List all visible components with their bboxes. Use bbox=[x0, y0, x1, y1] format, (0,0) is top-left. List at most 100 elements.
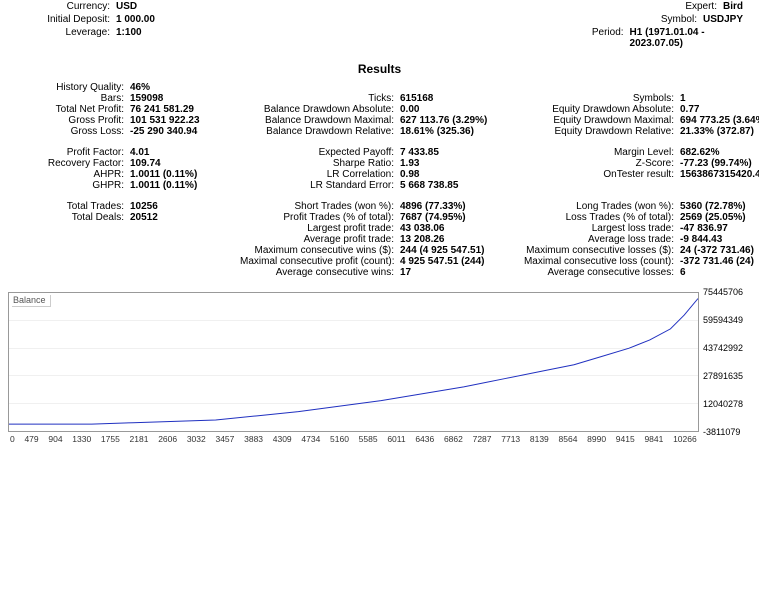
stat-label: Recovery Factor: bbox=[10, 158, 130, 169]
stat-label: Average consecutive wins: bbox=[240, 267, 400, 278]
x-tick: 9415 bbox=[616, 434, 635, 444]
results-title: Results bbox=[0, 62, 759, 76]
x-tick: 904 bbox=[48, 434, 62, 444]
stat-value: 7687 (74.95%) bbox=[400, 212, 520, 223]
x-tick: 4309 bbox=[273, 434, 292, 444]
x-tick: 5160 bbox=[330, 434, 349, 444]
currency-value: USD bbox=[116, 1, 137, 12]
stat-value: 10256 bbox=[130, 201, 240, 212]
stat-label: OnTester result: bbox=[520, 169, 680, 180]
stat-label: Largest profit trade: bbox=[240, 223, 400, 234]
stat-label: Short Trades (won %): bbox=[240, 201, 400, 212]
stat-label: Sharpe Ratio: bbox=[240, 158, 400, 169]
x-tick: 1755 bbox=[101, 434, 120, 444]
stat-value bbox=[130, 234, 240, 245]
stat-value: -47 836.97 bbox=[680, 223, 759, 234]
stat-value: 2569 (25.05%) bbox=[680, 212, 759, 223]
stat-value: 244 (4 925 547.51) bbox=[400, 245, 520, 256]
stat-label: Ticks: bbox=[240, 93, 400, 104]
x-tick: 3457 bbox=[215, 434, 234, 444]
stat-value: 1563867315420.477 bbox=[680, 169, 759, 180]
expert-value: Bird bbox=[723, 1, 743, 12]
balance-chart: Balance 75445706595943494374299227891635… bbox=[8, 292, 751, 444]
symbol-value: USDJPY bbox=[703, 14, 743, 25]
y-tick: 27891635 bbox=[703, 371, 743, 381]
stat-label: Average consecutive losses: bbox=[520, 267, 680, 278]
stat-label bbox=[240, 82, 400, 93]
x-tick: 6862 bbox=[444, 434, 463, 444]
balance-curve bbox=[9, 293, 698, 431]
x-tick: 6011 bbox=[387, 434, 405, 444]
stat-label: Gross Profit: bbox=[10, 115, 130, 126]
stat-value: 5 668 738.85 bbox=[400, 180, 520, 191]
period-label: Period: bbox=[240, 27, 630, 49]
y-tick: -3811079 bbox=[703, 427, 740, 437]
x-tick: 1330 bbox=[72, 434, 91, 444]
x-tick: 7713 bbox=[501, 434, 520, 444]
stat-value: 109.74 bbox=[130, 158, 240, 169]
header: Currency: USD Expert: Bird Initial Depos… bbox=[0, 0, 759, 50]
stat-label: Margin Level: bbox=[520, 147, 680, 158]
stat-value: 615168 bbox=[400, 93, 520, 104]
x-tick: 5585 bbox=[359, 434, 378, 444]
stat-value: 24 (-372 731.46) bbox=[680, 245, 759, 256]
y-axis: 7544570659594349437429922789163512040278… bbox=[699, 292, 751, 432]
stat-label: Average profit trade: bbox=[240, 234, 400, 245]
stat-value: 101 531 922.23 bbox=[130, 115, 240, 126]
deposit-value: 1 000.00 bbox=[116, 14, 155, 25]
y-tick: 43742992 bbox=[703, 343, 743, 353]
stat-label bbox=[520, 82, 680, 93]
x-tick: 3883 bbox=[244, 434, 263, 444]
x-tick: 3032 bbox=[187, 434, 206, 444]
stat-value: 6 bbox=[680, 267, 759, 278]
y-tick: 59594349 bbox=[703, 315, 743, 325]
x-tick: 8990 bbox=[587, 434, 606, 444]
stat-value: 5360 (72.78%) bbox=[680, 201, 759, 212]
stat-value: -77.23 (99.74%) bbox=[680, 158, 759, 169]
stat-value: 159098 bbox=[130, 93, 240, 104]
x-tick: 2181 bbox=[130, 434, 149, 444]
stat-value: 46% bbox=[130, 82, 240, 93]
stat-value: 0.98 bbox=[400, 169, 520, 180]
stat-label: History Quality: bbox=[10, 82, 130, 93]
stat-value: 4.01 bbox=[130, 147, 240, 158]
stat-value: 0.77 bbox=[680, 104, 759, 115]
currency-label: Currency: bbox=[16, 1, 116, 12]
stat-label: Balance Drawdown Maximal: bbox=[240, 115, 400, 126]
stat-label: Maximal consecutive profit (count): bbox=[240, 256, 400, 267]
stat-label: Symbols: bbox=[520, 93, 680, 104]
stat-label: Expected Payoff: bbox=[240, 147, 400, 158]
symbol-label: Symbol: bbox=[253, 14, 703, 25]
stat-value: 18.61% (325.36) bbox=[400, 126, 520, 137]
deposit-label: Initial Deposit: bbox=[16, 14, 116, 25]
stat-label: Balance Drawdown Absolute: bbox=[240, 104, 400, 115]
stat-value: -25 290 340.94 bbox=[130, 126, 240, 137]
stat-label: Equity Drawdown Absolute: bbox=[520, 104, 680, 115]
stat-label: Profit Trades (% of total): bbox=[240, 212, 400, 223]
stat-label bbox=[10, 245, 130, 256]
stat-value bbox=[680, 180, 759, 191]
stat-value bbox=[400, 82, 520, 93]
stat-value bbox=[130, 256, 240, 267]
stat-value bbox=[130, 223, 240, 234]
y-tick: 12040278 bbox=[703, 399, 743, 409]
x-tick: 2606 bbox=[158, 434, 177, 444]
period-value: H1 (1971.01.04 - 2023.07.05) bbox=[630, 27, 743, 49]
leverage-value: 1:100 bbox=[116, 27, 142, 49]
stat-label: Profit Factor: bbox=[10, 147, 130, 158]
stat-label: Average loss trade: bbox=[520, 234, 680, 245]
stat-value: 17 bbox=[400, 267, 520, 278]
stat-value: 43 038.06 bbox=[400, 223, 520, 234]
expert-label: Expert: bbox=[273, 1, 723, 12]
stat-label bbox=[520, 180, 680, 191]
stat-value: 13 208.26 bbox=[400, 234, 520, 245]
x-tick: 0 bbox=[10, 434, 15, 444]
x-tick: 10266 bbox=[673, 434, 697, 444]
stat-value bbox=[130, 245, 240, 256]
stat-value: 21.33% (372.87) bbox=[680, 126, 759, 137]
stat-value: 627 113.76 (3.29%) bbox=[400, 115, 520, 126]
stat-label: Total Net Profit: bbox=[10, 104, 130, 115]
stat-label: Maximum consecutive wins ($): bbox=[240, 245, 400, 256]
stat-label: Total Trades: bbox=[10, 201, 130, 212]
stat-label: Maximum consecutive losses ($): bbox=[520, 245, 680, 256]
